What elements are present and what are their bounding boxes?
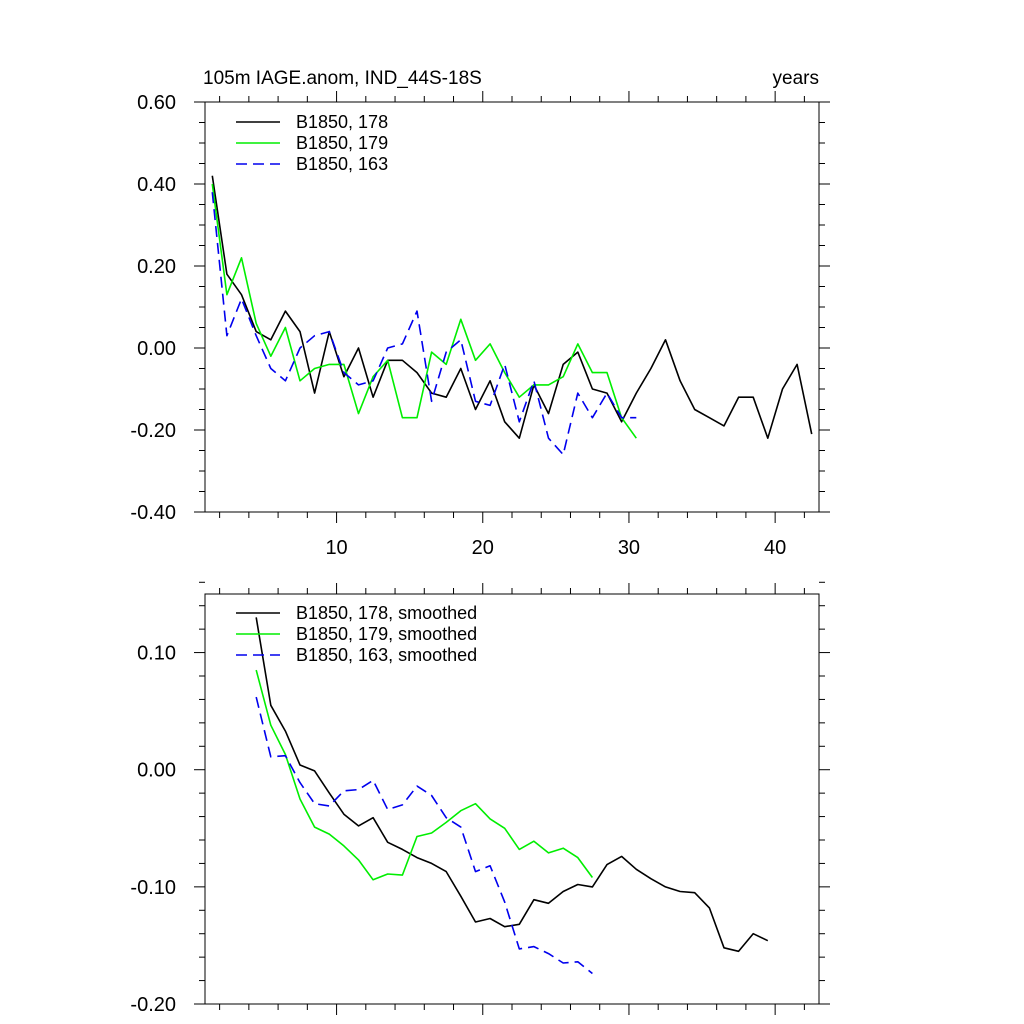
y-tick-label: 0.20	[137, 256, 176, 278]
series-line-2	[211, 183, 637, 439]
series-line-1	[255, 617, 769, 953]
y-tick-label: -0.10	[130, 877, 176, 899]
y-tick-label: -0.40	[130, 502, 176, 524]
top-panel: -0.40 -0.20 0.00 0.20 0.40 0.60 10 20 30 40 105m I…	[130, 68, 830, 559]
legend-label-2: B1850, 179	[296, 133, 388, 153]
y-tick-label: 0.40	[137, 174, 176, 196]
series-line-3	[255, 696, 593, 975]
chart-title-right: years	[773, 68, 819, 89]
y-tick-label: -0.20	[130, 420, 176, 442]
series-line-2	[255, 669, 594, 881]
x-tick-label: 40	[764, 537, 786, 559]
legend-label-3: B1850, 163, smoothed	[296, 645, 477, 665]
x-tick-label: 10	[325, 537, 347, 559]
x-tick-label: 30	[618, 537, 640, 559]
x-tick-label: 20	[472, 537, 494, 559]
y-tick-label: -0.20	[130, 994, 176, 1016]
legend-label-3: B1850, 163	[296, 154, 388, 174]
y-tick-label: 0.00	[137, 760, 176, 782]
legend-label-2: B1850, 179, smoothed	[296, 624, 477, 644]
y-tick-label: 0.10	[137, 643, 176, 665]
legend-label-1: B1850, 178, smoothed	[296, 603, 477, 623]
series-line-3	[211, 192, 637, 456]
legend-label-1: B1850, 178	[296, 112, 388, 132]
y-tick-label: 0.60	[137, 92, 176, 114]
y-tick-label: 0.00	[137, 338, 176, 360]
series-line-1	[211, 175, 813, 440]
chart-title: 105m IAGE.anom, IND_44S-18S	[203, 68, 482, 89]
